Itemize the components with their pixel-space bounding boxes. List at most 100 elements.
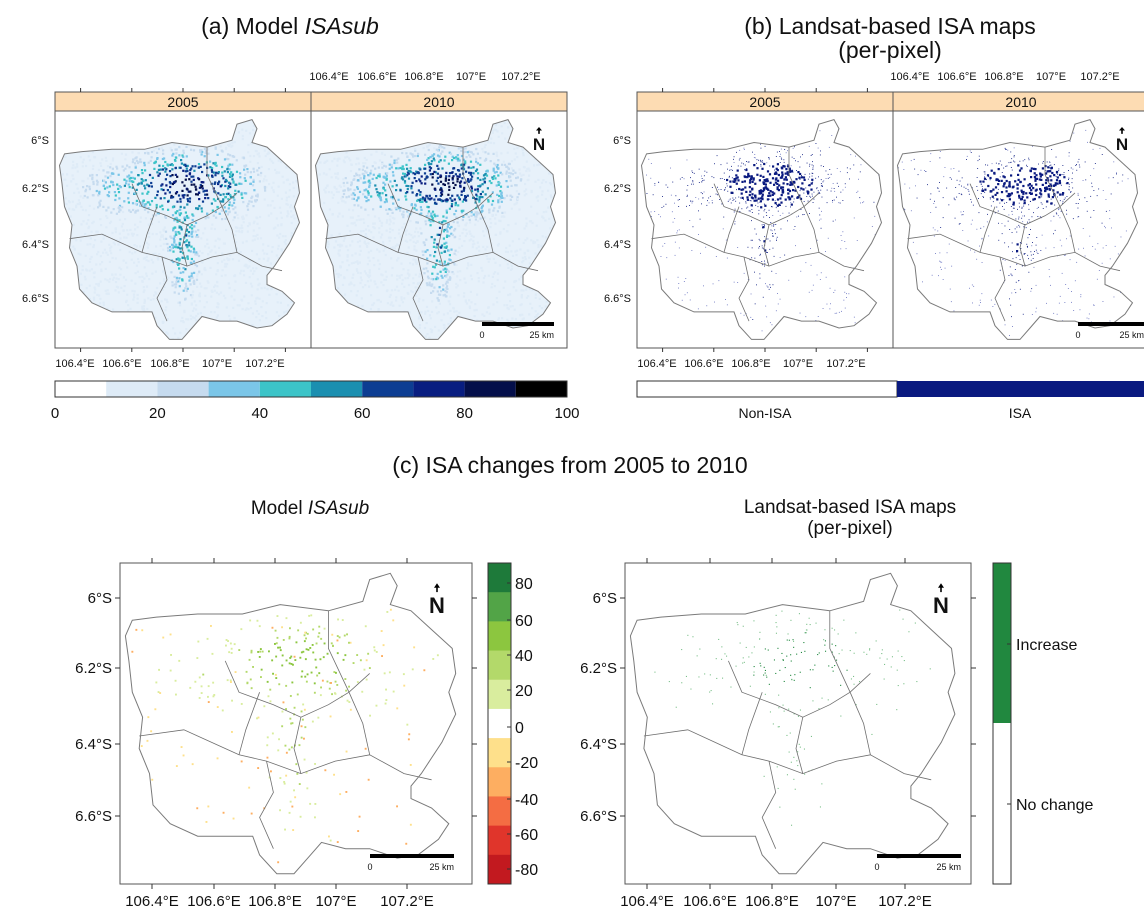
- legend-c-left-label-7: -60: [515, 827, 538, 844]
- panel-b-map-2005-admin-line-0: [651, 233, 865, 272]
- panel-a-lon-bottom-4: 107.2°E: [245, 358, 284, 370]
- panel-a-map-2005-admin-line-0: [69, 233, 283, 272]
- panel-a-map-2010-admin-line-4: [397, 206, 414, 253]
- panel-c-right-map-admin-line-6: [761, 761, 777, 849]
- legend-c-left-swatch-3: [488, 650, 511, 681]
- legend-b-label-isa: ISA: [1009, 405, 1032, 421]
- panel-b-strip-label-2005: 2005: [749, 94, 780, 110]
- panel-b-lat-label-1: 6.2°S: [604, 183, 631, 195]
- panel-b-title-line2: (per-pixel): [838, 37, 942, 63]
- legend-b-swatch-isa: [897, 381, 1144, 397]
- legend-c-left-swatch-4: [488, 679, 511, 710]
- panel-b-map-2005: [640, 119, 883, 340]
- panel-a-lon-top-4: 107.2°E: [501, 71, 540, 83]
- legend-c-left-frame: [487, 562, 512, 885]
- panel-b-lon-bottom-0: 106.4°E: [637, 358, 676, 370]
- panel-c-right-map-admin-line-3: [849, 692, 871, 755]
- panel-c-left-scale-bar: 0 25 km: [367, 854, 454, 872]
- legend-b-swatch-non-isa: [636, 380, 898, 398]
- legend-c-left-swatch-2: [488, 621, 511, 652]
- panel-c-left-lon-label-4: 107.2°E: [380, 893, 434, 910]
- panel-c-left-map-coast: [124, 572, 457, 875]
- legend-c-right-swatch-increase: [993, 563, 1011, 723]
- legend-a-swatch-1: [106, 381, 158, 397]
- panel-b-ticks-left: [662, 88, 868, 352]
- panel-b-map-2005-land: [641, 119, 882, 340]
- panel-a-map-2010-coast: [314, 119, 557, 340]
- panel-a-map-2010-admin-line-0: [325, 233, 539, 272]
- panel-c-right-lat-label-1: 6.2°S: [580, 660, 617, 677]
- panel-a-scale-bar-dist: 25 km: [529, 330, 554, 340]
- panel-a-map-2010-admin-line-2: [437, 224, 444, 267]
- panel-c-right-map-admin-line-5: [829, 610, 851, 693]
- panel-c-left-scale-bar-zero: 0: [367, 862, 372, 872]
- panel-b-map-2010-admin-line-4: [979, 206, 996, 253]
- panel-c-left-scale-bar-bar: [370, 854, 454, 858]
- panel-a-map-2005-raster: [61, 124, 300, 340]
- panel-a-map-2005-admin-line-2: [181, 224, 188, 267]
- panel-c-left-map: [124, 572, 457, 875]
- panel-a-strip-label-2005: 2005: [167, 94, 198, 110]
- legend-c-left-swatch-1: [488, 592, 511, 622]
- panel-c-left-lon-label-1: 106.6°E: [187, 893, 241, 910]
- panel-c-left-map-admin-line-0: [139, 729, 432, 781]
- legend-c-left-swatch-5: [488, 708, 511, 739]
- panel-a-title-italic: ISAsub: [304, 13, 379, 39]
- legend-a-frame: [54, 380, 568, 398]
- panel-c-left-lat-label-3: 6.6°S: [75, 808, 112, 825]
- panel-c-left-map-raster: [131, 608, 439, 864]
- panel-c-right-scale-bar-bar: [877, 854, 961, 858]
- panel-c-left-north-arrow-icon: N: [429, 583, 445, 618]
- panel-c-right-scale-bar: 0 25 km: [874, 854, 961, 872]
- legend-c-left-label-2: 40: [515, 648, 533, 665]
- panel-c-right-lon-label-3: 107°E: [815, 893, 856, 910]
- panel-c-right-lon-label-4: 107.2°E: [878, 893, 932, 910]
- panel-c-left-title-italic: ISAsub: [307, 498, 370, 519]
- panel-a-north-arrow-icon-letter: N: [533, 135, 545, 154]
- panel-b-scale-zero: 0: [1075, 330, 1080, 340]
- panel-a-lon-top-0: 106.4°E: [309, 71, 348, 83]
- panel-b-map-2010-admin-line-6: [994, 256, 1006, 322]
- panel-c-right-map-coast: [629, 572, 956, 875]
- panel-b-scale-bar: [1078, 322, 1144, 326]
- panel-a-map-2005: [58, 119, 301, 340]
- panel-c-right-north-arrow-icon-letter: N: [933, 593, 949, 618]
- panel-c-right-map-land: [630, 573, 955, 874]
- panel-c-left-scale-bar-dist: 25 km: [429, 862, 454, 872]
- panel-c-right-scale-bar-zero: 0: [874, 862, 879, 872]
- panel-b-lat-label-2: 6.4°S: [604, 239, 631, 251]
- panel-a-lon-bottom-3: 107°E: [202, 358, 232, 370]
- panel-c-left-lat-label-2: 6.4°S: [75, 736, 112, 753]
- panel-c-right-title-line1: Landsat-based ISA maps: [743, 497, 957, 518]
- panel-c-left-north-arrow-icon-head: [434, 583, 440, 588]
- panel-c-left-lon-label-0: 106.4°E: [125, 893, 179, 910]
- legend-a-label-5: 100: [554, 405, 579, 422]
- panel-b-lon-bottom-3: 107°E: [783, 358, 813, 370]
- legend-a-label-0: 0: [51, 405, 59, 422]
- panel-b-map-2005-admin-line-4: [723, 206, 740, 253]
- panel-b-map-2010-raster: [898, 119, 1136, 336]
- panel-c-right-title-line2: (per-pixel): [807, 518, 893, 539]
- legend-c-left-swatch-6: [488, 738, 511, 768]
- panel-c-right-map-admin-line-2: [795, 717, 804, 774]
- panel-b-map-2010-admin-line-2: [1019, 224, 1026, 267]
- legend-c-left-label-3: 20: [515, 683, 533, 700]
- panel-c-left-map-admin-line-2: [293, 717, 302, 774]
- panel-a-title-prefix: (a) Model: [201, 13, 305, 39]
- panel-b-lon-top-3: 107°E: [1036, 71, 1066, 83]
- legend-a-swatch-5: [311, 381, 363, 397]
- panel-a-lat-label-0: 6°S: [31, 135, 49, 147]
- panel-c-left-map-admin-line-6: [259, 761, 274, 849]
- panel-c-right-scale-bar-dist: 25 km: [936, 862, 961, 872]
- panel-b-title: (b) Landsat-based ISA maps (per-pixel): [660, 14, 1120, 62]
- legend-c-left-label-8: -80: [515, 862, 538, 879]
- panel-a-scale-bar-bar: [482, 322, 554, 326]
- legend-a-label-1: 20: [149, 405, 166, 422]
- panel-c-right-lon-label-2: 106.8°E: [745, 893, 799, 910]
- panel-c-right-map-admin-line-0: [643, 729, 932, 781]
- panel-c-left-title: Model ISAsub: [160, 498, 460, 519]
- panel-a-title: (a) Model ISAsub: [80, 14, 500, 38]
- panel-c-left-north-arrow-icon-letter: N: [429, 593, 445, 618]
- legend-c-right-label-no-change: No change: [1016, 797, 1093, 814]
- panel-b-lon-top-4: 107.2°E: [1080, 71, 1119, 83]
